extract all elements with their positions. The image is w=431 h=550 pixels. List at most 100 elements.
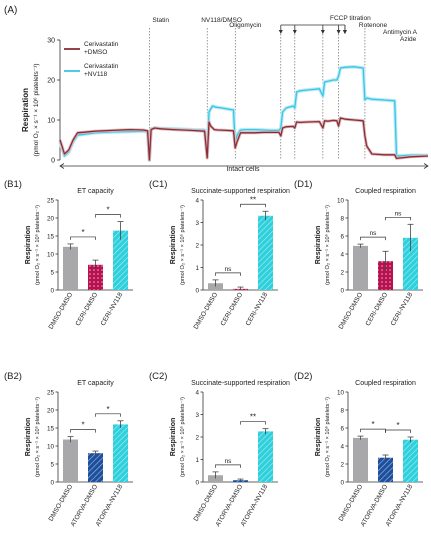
panel-a-yunit: (pmol O₂ × s⁻¹ × 10⁶ platelets⁻¹): [33, 64, 40, 157]
y-tick-label: 3: [195, 412, 199, 419]
timeline-arrow-left: [59, 163, 65, 169]
category-label: CERI-DMSO: [365, 292, 390, 328]
bar: [403, 237, 418, 290]
y-tick-label: 10: [337, 197, 345, 204]
event-annotation: FCCP titration: [330, 15, 371, 22]
significance-label: *: [371, 420, 374, 429]
y-tick-label: 4: [340, 251, 344, 258]
fccp-arrowhead: [336, 30, 341, 34]
bar: [113, 424, 128, 482]
y-tick-label: 10: [47, 443, 55, 450]
y-tick-label: 5: [50, 269, 54, 276]
bar-panel-D1: (D1) Coupled respiration Respiration (pmol …: [294, 179, 423, 331]
significance-label: ns: [225, 266, 233, 273]
y-tick-label: 8: [340, 407, 344, 414]
y-axis-title: Respiration: [25, 418, 32, 457]
significance-label: *: [106, 206, 109, 215]
y-axis-unit: (pmol O₂ × s⁻¹ × 10⁶ platelets⁻¹): [324, 397, 331, 477]
event-annotation: Antimycin A: [383, 29, 418, 36]
y-axis-title: Respiration: [170, 418, 177, 457]
legend-text: +NV118: [84, 71, 108, 78]
y-tick-label: 6: [340, 425, 344, 432]
category-label: ATORVA-DMSO: [215, 484, 245, 528]
series-band-nv118: [58, 65, 428, 162]
y-tick-label: 0: [50, 479, 54, 486]
panel-label: (D1): [294, 179, 312, 190]
significance-bracket: [240, 203, 266, 208]
event-annotation: NV118/DMSO: [201, 17, 242, 24]
series-line-dmso: [59, 117, 429, 161]
significance-bracket: [95, 413, 121, 417]
panel-label: (C1): [149, 179, 167, 190]
y-tick-label: 6: [340, 233, 344, 240]
y-axis-title: Respiration: [25, 226, 32, 265]
significance-bracket: [95, 214, 121, 218]
bar-panel-D2: (D2) Coupled respiration Respiration (pmol …: [294, 371, 423, 528]
bar: [258, 215, 273, 290]
y-tick-label: 4: [195, 389, 199, 396]
significance-bracket: [385, 429, 411, 433]
fccp-arrowhead: [320, 30, 325, 34]
event-annotation: Oligomycin: [229, 22, 262, 29]
y-tick-label: 0: [195, 479, 199, 486]
y-tick-label: 20: [47, 215, 55, 222]
category-label: ATORVA-DMSO: [70, 484, 100, 528]
category-label: CERI-NV118: [390, 291, 415, 327]
category-label: DMSO-DMSO: [193, 484, 220, 523]
bar: [113, 230, 128, 290]
series-line-nv118: [59, 66, 428, 161]
y-axis-title: Respiration: [315, 418, 322, 457]
category-label: ATORVA-DMSO: [360, 484, 390, 528]
panel-title: Coupled respiration: [355, 380, 416, 387]
y-tick-label: 25: [47, 389, 55, 396]
category-label: DMSO-DMSO: [338, 292, 365, 331]
event-annotation: Statin: [152, 17, 169, 24]
panel-label: (D2): [294, 371, 312, 382]
y-axis-unit: (pmol O₂ × s⁻¹ × 10⁶ platelets⁻¹): [34, 205, 41, 285]
bar: [63, 439, 78, 482]
significance-label: **: [250, 413, 256, 422]
panel-a-y-tick-label: 10: [47, 118, 55, 125]
category-label: CERI-NV118: [245, 291, 270, 327]
legend-text: Cerivastatin: [84, 41, 119, 48]
category-label: DMSO-DMSO: [193, 292, 220, 331]
panel-title: Succinate-supported respiration: [191, 188, 290, 195]
panel-a-ylabel: Respiration: [21, 88, 30, 132]
category-label: CERI-NV118: [100, 291, 125, 327]
fccp-arrowhead: [278, 30, 283, 34]
bar-panel-B1: (B1) ET capacity Respiration (pmol O₂ × s⁻¹…: [4, 179, 133, 331]
significance-label: *: [81, 421, 84, 430]
y-tick-label: 10: [47, 251, 55, 258]
y-tick-label: 1: [195, 457, 199, 464]
significance-bracket: [360, 236, 386, 241]
y-axis-unit: (pmol O₂ × s⁻¹ × 10⁶ platelets⁻¹): [34, 397, 41, 477]
bar-panel-C2: (C2) Succinate-supported respiration Respi…: [149, 371, 290, 528]
y-tick-label: 0: [195, 287, 199, 294]
bar: [88, 264, 103, 290]
significance-bracket: [385, 216, 411, 221]
event-annotation: Rotenone: [359, 22, 388, 29]
panel-a-y-tick-label: 0: [51, 158, 55, 165]
y-tick-label: 2: [340, 269, 344, 276]
panel-a-footer: Intact cells: [226, 166, 260, 173]
category-label: DMSO-DMSO: [48, 484, 75, 523]
significance-label: *: [396, 421, 399, 430]
y-tick-label: 0: [340, 287, 344, 294]
panel-title: ET capacity: [77, 380, 114, 387]
significance-bracket: [70, 429, 96, 433]
significance-bracket: [70, 236, 96, 240]
panel-a-y-tick-label: 30: [47, 38, 55, 45]
legend-text: +DMSO: [84, 49, 107, 56]
significance-bracket: [360, 428, 386, 433]
panel-label: (C2): [149, 371, 167, 382]
y-tick-label: 1: [195, 265, 199, 272]
significance-label: ns: [225, 458, 233, 465]
y-tick-label: 0: [340, 479, 344, 486]
y-tick-label: 2: [340, 461, 344, 468]
y-tick-label: 8: [340, 215, 344, 222]
y-tick-label: 2: [195, 242, 199, 249]
panel-title: Succinate-supported respiration: [191, 380, 290, 387]
fccp-arrowhead: [292, 30, 297, 34]
